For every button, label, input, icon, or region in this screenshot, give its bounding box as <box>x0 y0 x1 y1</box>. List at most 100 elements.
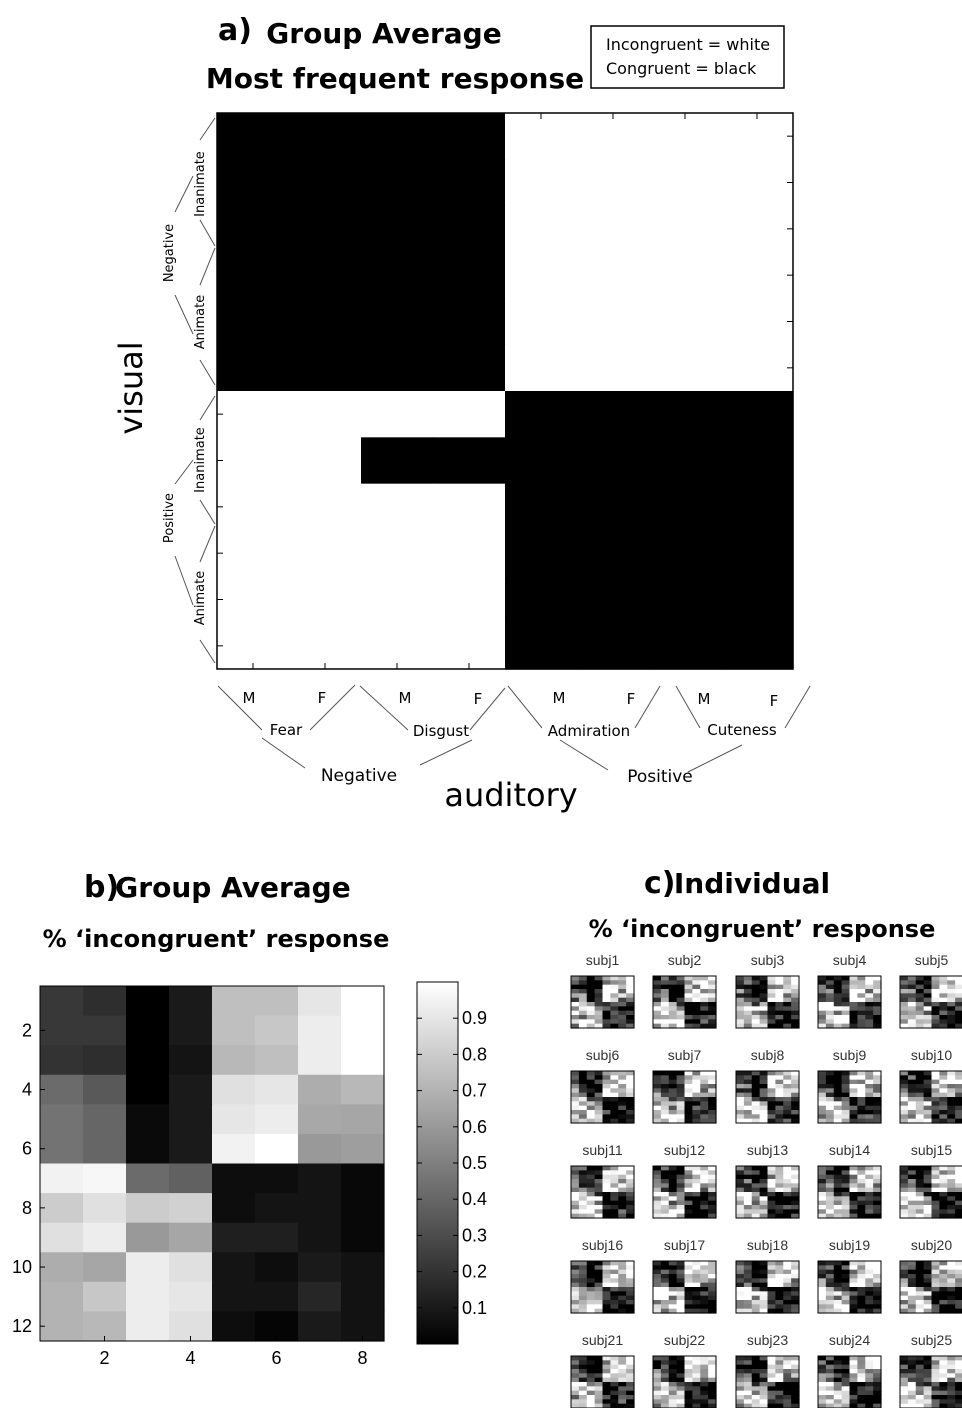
subject17-cell-r3-c1 <box>653 1269 662 1275</box>
subject2-cell-r1-c5 <box>684 976 693 981</box>
subject3-cell-r6-c3 <box>751 997 761 1003</box>
subject19-cell-r7-c3 <box>833 1287 843 1292</box>
subject6-cell-r1-c7 <box>618 1071 627 1076</box>
subject25-cell-r8-c3 <box>915 1386 925 1392</box>
subject15-cell-r2-c5 <box>931 1170 940 1176</box>
subject23-cell-r12-c8 <box>791 1403 800 1408</box>
subject6-cell-r12-c2 <box>578 1118 588 1124</box>
subject-subj22: subj22 <box>652 1332 717 1408</box>
colorbar-tick-label: 0.7 <box>462 1081 487 1101</box>
subject3-cell-r11-c2 <box>743 1019 753 1025</box>
subject20-cell-r9-c3 <box>915 1295 925 1301</box>
subject8-cell-r11-c5 <box>767 1114 776 1120</box>
subject17-cell-r8-c4 <box>676 1291 686 1297</box>
subject17-cell-r3-c5 <box>684 1269 693 1275</box>
subject3-cell-r7-c4 <box>759 1002 769 1007</box>
panel-b-xtick-label: 8 <box>357 1348 367 1368</box>
subject8-cell-r9-c4 <box>759 1105 769 1111</box>
subject20-cell-r3-c2 <box>907 1269 917 1275</box>
subject24-cell-r11-c7 <box>865 1399 874 1405</box>
subject10-cell-r1-c4 <box>923 1071 933 1076</box>
subject-subj13: subj13 <box>735 1142 800 1219</box>
subject16-cell-r12-c5 <box>602 1308 611 1314</box>
panel-a-cell-r12-c3 <box>361 622 434 670</box>
subject23-cell-r2-c5 <box>767 1360 776 1366</box>
subject20-cell-r10-c7 <box>947 1300 956 1305</box>
subject15-cell-r12-c1 <box>900 1213 909 1219</box>
subject3-cell-r10-c3 <box>751 1015 761 1020</box>
panel-a-cell-r3-c5 <box>505 205 578 253</box>
subject1-cell-r10-c7 <box>618 1015 627 1020</box>
subject15-cell-r11-c8 <box>955 1209 962 1215</box>
subject2-cell-r9-c1 <box>653 1010 662 1016</box>
subject-frame <box>817 1355 882 1408</box>
subject3-cell-r9-c8 <box>791 1010 800 1016</box>
subject17-cell-r7-c7 <box>700 1287 709 1292</box>
subject1-cell-r9-c3 <box>586 1010 596 1016</box>
subject2-cell-r1-c3 <box>668 976 678 981</box>
subject17-cell-r1-c5 <box>684 1261 693 1266</box>
panel-b-xtick-label: 6 <box>271 1348 281 1368</box>
subject21-cell-r4-c8 <box>626 1369 635 1374</box>
subject20-cell-r7-c6 <box>939 1287 948 1292</box>
subject4-cell-r9-c5 <box>849 1010 858 1016</box>
panel-a-cell-r12-c7 <box>649 622 722 670</box>
subject13-cell-r1-c4 <box>759 1166 769 1171</box>
subject22-cell-r4-c8 <box>708 1369 717 1374</box>
subject7-cell-r2-c1 <box>653 1075 662 1081</box>
subject17-cell-r9-c2 <box>660 1295 670 1301</box>
subject9-cell-r1-c4 <box>841 1071 851 1076</box>
subject1-cell-r5-c8 <box>626 993 635 999</box>
subject22-cell-r3-c2 <box>660 1364 670 1370</box>
subject5-cell-r4-c2 <box>907 989 917 994</box>
subject-label: subj25 <box>911 1332 952 1348</box>
subject5-cell-r11-c6 <box>939 1019 948 1025</box>
subject4-cell-r11-c4 <box>841 1019 851 1025</box>
subject19-cell-r5-c4 <box>841 1278 851 1284</box>
subject12-cell-r12-c4 <box>676 1213 686 1219</box>
subject8-cell-r8-c6 <box>775 1101 784 1107</box>
subject11-cell-r10-c6 <box>610 1205 619 1210</box>
panel-a-cell-r12-c4 <box>433 622 506 670</box>
panel-b-cell-r4-c7 <box>298 1074 342 1105</box>
subject-subj25: subj25 <box>899 1332 962 1408</box>
subject1-cell-r12-c5 <box>602 1023 611 1029</box>
subject16-cell-r7-c3 <box>586 1287 596 1292</box>
subject6-cell-r12-c5 <box>602 1118 611 1124</box>
subject16-cell-r7-c4 <box>594 1287 604 1292</box>
subject12-cell-r5-c5 <box>684 1183 693 1189</box>
subject25-cell-r2-c8 <box>955 1360 962 1366</box>
subject24-cell-r12-c2 <box>825 1403 835 1408</box>
subject25-cell-r8-c8 <box>955 1386 962 1392</box>
subject19-cell-r11-c8 <box>873 1304 882 1310</box>
subject6-cell-r10-c5 <box>602 1110 611 1115</box>
subject11-cell-r3-c7 <box>618 1174 627 1180</box>
subject12-cell-r1-c3 <box>668 1166 678 1171</box>
subject25-cell-r2-c7 <box>947 1360 956 1366</box>
subject11-cell-r12-c1 <box>571 1213 580 1219</box>
subject9-cell-r3-c5 <box>849 1079 858 1085</box>
subject5-cell-r11-c7 <box>947 1019 956 1025</box>
subject17-cell-r2-c7 <box>700 1265 709 1271</box>
subject7-cell-r12-c4 <box>676 1118 686 1124</box>
subject17-cell-r5-c4 <box>676 1278 686 1284</box>
subject5-cell-r9-c7 <box>947 1010 956 1016</box>
subject24-cell-r10-c6 <box>857 1395 866 1400</box>
subject16-cell-r6-c6 <box>610 1282 619 1288</box>
subject25-cell-r5-c3 <box>915 1373 925 1379</box>
subject22-cell-r10-c3 <box>668 1395 678 1400</box>
subject19-cell-r11-c2 <box>825 1304 835 1310</box>
subject10-cell-r6-c4 <box>923 1092 933 1098</box>
subject24-cell-r7-c3 <box>833 1382 843 1387</box>
subject15-cell-r4-c6 <box>939 1179 948 1184</box>
subject22-cell-r4-c7 <box>700 1369 709 1374</box>
subject21-cell-r3-c6 <box>610 1364 619 1370</box>
subject17-cell-r8-c2 <box>660 1291 670 1297</box>
subject10-cell-r6-c5 <box>931 1092 940 1098</box>
subject20-cell-r5-c1 <box>900 1278 909 1284</box>
subject14-cell-r9-c3 <box>833 1200 843 1206</box>
subject23-cell-r7-c2 <box>743 1382 753 1387</box>
subject23-cell-r10-c6 <box>775 1395 784 1400</box>
subject10-cell-r11-c1 <box>900 1114 909 1120</box>
subject25-cell-r3-c1 <box>900 1364 909 1370</box>
